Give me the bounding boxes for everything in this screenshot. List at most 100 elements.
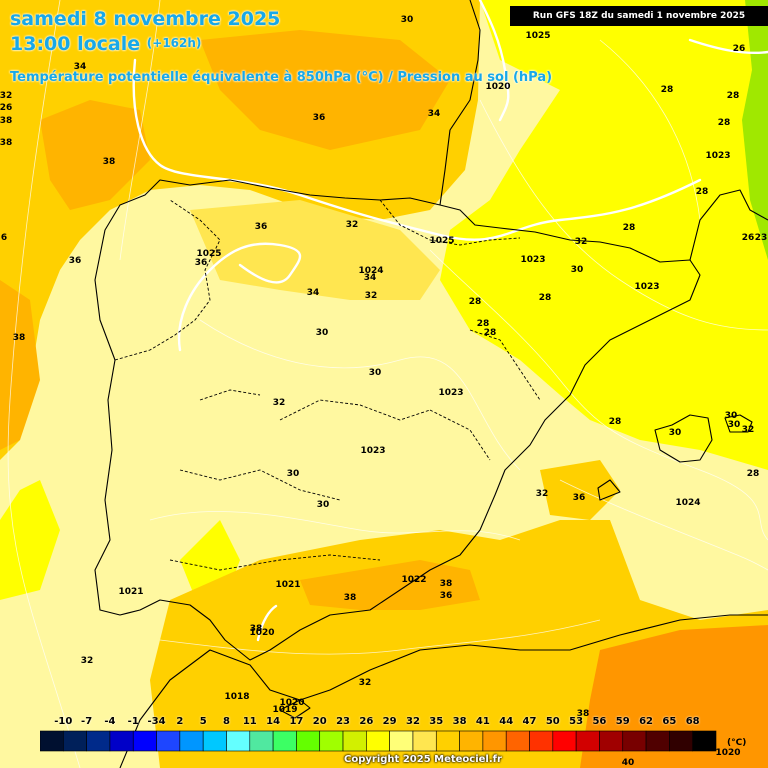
field-gold-east [540, 460, 620, 520]
map-label: 40 [621, 758, 635, 768]
legend-swatch [342, 730, 367, 752]
field-orange-west [0, 280, 40, 450]
map-label: 28 [660, 85, 674, 95]
legend-tick: 35 [429, 716, 444, 727]
map-label: 34 [306, 288, 320, 298]
legend-tick: -10 [54, 716, 73, 727]
map-label: 36 [254, 222, 268, 232]
map-label: 30 [727, 420, 741, 430]
legend-swatch [529, 730, 554, 752]
field-green-edge [742, 0, 768, 260]
legend-tick: 53 [569, 716, 584, 727]
map-label: 30 [286, 469, 300, 479]
map-label: 38 [249, 624, 263, 634]
forecast-hour: 13:00 locale [10, 33, 141, 55]
map-label: 1020 [279, 698, 305, 708]
legend-tick: -34 [147, 716, 166, 727]
legend-tick: 56 [592, 716, 607, 727]
legend-tick: 2 [176, 716, 184, 727]
coastlines [94, 0, 768, 768]
map-label: 6 [0, 233, 8, 243]
map-label: 32 [364, 291, 378, 301]
map-label: 32 [345, 220, 359, 230]
legend-tick: 14 [266, 716, 281, 727]
map-label: 38 [576, 709, 590, 719]
forecast-time: 13:00 locale (+162h) [10, 33, 201, 55]
legend-tick: -1 [127, 716, 139, 727]
legend-tick: -7 [81, 716, 93, 727]
legend-tick: 20 [312, 716, 327, 727]
copyright: Copyright 2025 Meteociel.fr [344, 754, 502, 765]
map-label: 1019 [272, 705, 298, 715]
map-label: 32 [741, 425, 755, 435]
map-label: 32 [272, 398, 286, 408]
map-label: 38 [102, 157, 116, 167]
map-label: 1020 [249, 628, 275, 638]
legend-swatch [63, 730, 87, 752]
legend-swatch [366, 730, 390, 752]
map-label: 38 [343, 593, 357, 603]
map-label: 1018 [224, 692, 250, 702]
map-label: 1023 [634, 282, 660, 292]
map-label: 30 [724, 411, 738, 421]
map-label: 28 [483, 328, 497, 338]
map-label: 34 [73, 62, 87, 72]
map-label: 36 [572, 493, 586, 503]
legend-tick: 65 [662, 716, 677, 727]
legend-tick: 62 [639, 716, 654, 727]
map-label: 1025 [429, 236, 455, 246]
map-label: 1020 [485, 82, 511, 92]
map-label: 36 [439, 591, 453, 601]
field-orange-nw [40, 100, 150, 210]
map-label: 32 [574, 237, 588, 247]
legend-swatch [319, 730, 344, 752]
map-label: 36 [312, 113, 326, 123]
borders [114, 199, 541, 571]
map-label: 30 [368, 368, 382, 378]
legend-tick: 41 [475, 716, 490, 727]
field-yellow-west [0, 480, 60, 600]
map-label: 28 [622, 223, 636, 233]
map-label: 26 [732, 44, 746, 54]
map-label: 28 [476, 319, 490, 329]
map-label: 38 [439, 579, 453, 589]
map-label: 1024 [675, 498, 701, 508]
map-label: 28 [746, 469, 760, 479]
legend-swatch [132, 730, 157, 752]
map-label: 28 [695, 187, 709, 197]
legend-swatch [599, 730, 624, 752]
legend-tick: 23 [336, 716, 350, 727]
legend-swatch [622, 730, 647, 752]
legend-swatch [435, 730, 460, 752]
map-label: 30 [668, 428, 682, 438]
map-label: 34 [427, 109, 441, 119]
legend-swatch [669, 730, 693, 752]
map-label: 1021 [118, 587, 144, 597]
legend-tick: 32 [405, 716, 420, 727]
legend-tick: 68 [685, 716, 700, 727]
legend-swatch [249, 730, 274, 752]
map-label: 38 [0, 116, 13, 126]
map-label: 30 [316, 500, 330, 510]
legend-swatch [40, 730, 64, 752]
map-label: 1020 [715, 748, 741, 758]
legend-tick: 50 [545, 716, 560, 727]
legend-tick: 47 [522, 716, 537, 727]
map-label: 28 [608, 417, 622, 427]
isotherm-lines [7, 0, 768, 768]
legend-swatch [156, 730, 181, 752]
map-label: 30 [400, 15, 414, 25]
legend-swatch [109, 730, 134, 752]
legend-swatch [86, 730, 111, 752]
map-label: 30 [315, 328, 329, 338]
run-info: Run GFS 18Z du samedi 1 novembre 2025 [510, 6, 768, 26]
variable-title: Température potentielle équivalente à 85… [10, 70, 553, 85]
map-label: 32 [0, 91, 13, 101]
legend-swatch [552, 730, 577, 752]
field-gold-interior [190, 200, 440, 300]
legend-swatch [575, 730, 600, 752]
map-label: 1022 [401, 575, 427, 585]
map-label: 28 [717, 118, 731, 128]
legend-swatch [202, 730, 227, 752]
